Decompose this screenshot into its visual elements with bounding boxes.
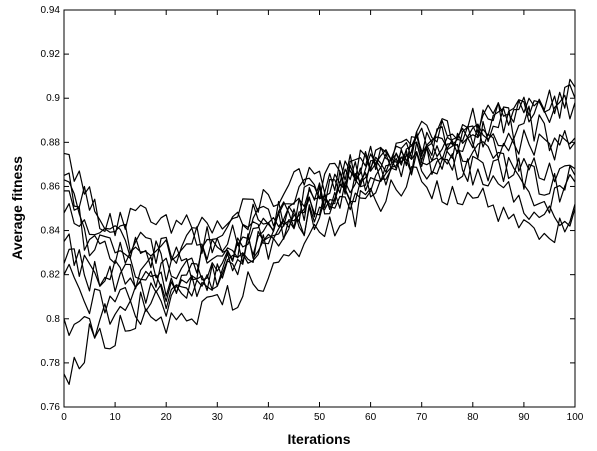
series-line-9: [63, 146, 576, 385]
x-tick-label: 40: [263, 412, 275, 423]
y-tick-label: 0.86: [41, 181, 61, 192]
y-tick-label: 0.88: [41, 137, 61, 148]
x-axis-ticks: 0 10 20 30 40 50 60 70 80 90 100: [61, 10, 584, 423]
y-tick-label: 0.9: [46, 93, 60, 104]
y-axis-ticks: 0.76 0.78 0.8 0.82 0.84 0.86 0.88 0.9 0.92 0.94: [41, 5, 575, 413]
x-tick-label: 50: [314, 412, 326, 423]
x-tick-label: 20: [161, 412, 173, 423]
y-tick-label: 0.8: [46, 314, 60, 325]
x-axis-label: Iterations: [287, 431, 350, 447]
series-line-4: [63, 105, 576, 281]
series-line-5: [63, 123, 576, 282]
x-tick-label: 70: [416, 412, 428, 423]
y-tick-label: 0.82: [41, 270, 61, 281]
y-tick-label: 0.92: [41, 49, 61, 60]
y-axis-label: Average fitness: [9, 156, 25, 260]
x-tick-label: 60: [365, 412, 377, 423]
y-tick-label: 0.84: [41, 226, 61, 237]
series-line-2: [63, 84, 576, 237]
x-tick-label: 30: [212, 412, 224, 423]
series-layer: [63, 78, 576, 385]
y-tick-label: 0.76: [41, 402, 61, 413]
series-line-10: [63, 166, 576, 339]
x-tick-label: 80: [467, 412, 479, 423]
y-tick-label: 0.78: [41, 358, 61, 369]
series-line-7: [63, 141, 576, 310]
x-tick-label: 10: [110, 412, 122, 423]
series-line-6: [63, 124, 576, 297]
x-tick-label: 90: [518, 412, 530, 423]
y-tick-label: 0.94: [41, 5, 61, 16]
x-tick-label: 0: [61, 412, 67, 423]
series-line-8: [63, 135, 576, 315]
x-tick-label: 100: [567, 412, 584, 423]
